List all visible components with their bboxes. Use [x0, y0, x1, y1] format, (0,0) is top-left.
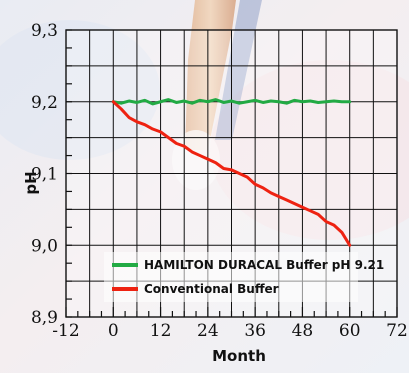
x-tick-label: 12: [150, 321, 172, 341]
legend-label-conventional: Conventional Buffer: [144, 282, 279, 296]
y-tick-label: 9,0: [31, 236, 58, 256]
x-tick-labels: -12 0 12 24 36 48 60 72: [52, 321, 408, 341]
x-tick-label: 48: [292, 321, 314, 341]
series-lines: [111, 98, 352, 247]
x-tick-label: 24: [197, 321, 219, 341]
series-line-1: [111, 100, 352, 247]
x-tick-label: 72: [386, 321, 408, 341]
x-tick-label: 0: [108, 321, 119, 341]
legend-label-duracal: HAMILTON DURACAL Buffer pH 9.21: [144, 258, 384, 272]
x-tick-label: 36: [244, 321, 266, 341]
y-tick-label: 8,9: [31, 308, 58, 328]
x-axis-title: Month: [212, 347, 266, 365]
y-tick-labels: 8,9 9,0 9,1 9,2 9,3: [31, 21, 58, 328]
y-axis-title: pH: [22, 171, 40, 194]
y-tick-label: 9,3: [31, 21, 58, 41]
y-tick-label: 9,1: [31, 165, 58, 185]
legend: HAMILTON DURACAL Buffer pH 9.21 Conventi…: [104, 252, 384, 302]
legend-box: [104, 252, 358, 302]
axis-ticks: [65, 29, 398, 318]
y-tick-label: 9,2: [31, 93, 58, 113]
series-line-0: [111, 98, 352, 106]
x-tick-label: 60: [339, 321, 361, 341]
x-tick-label: -12: [52, 321, 79, 341]
